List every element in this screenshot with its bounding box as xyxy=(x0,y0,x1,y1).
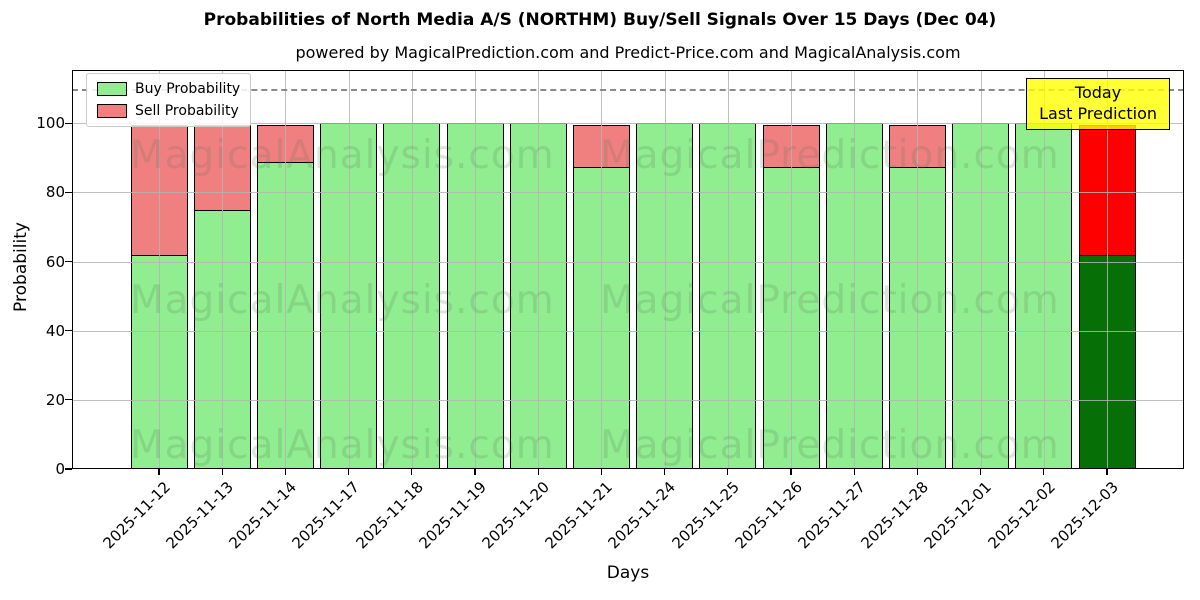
legend-entry-buy: Buy Probability xyxy=(97,81,240,97)
x-tick-mark xyxy=(916,469,919,475)
chart-title: Probabilities of North Media A/S (NORTHM… xyxy=(203,10,997,30)
watermark-layer: MagicalAnalysis.com MagicalPrediction.com… xyxy=(72,70,1184,469)
vertical-gridline xyxy=(727,70,729,469)
vertical-gridline xyxy=(980,70,982,469)
x-tick-mark xyxy=(663,469,666,475)
threshold-dashed-line xyxy=(72,88,1184,91)
x-tick-label: 2025-11-19 xyxy=(415,478,490,553)
vertical-gridline xyxy=(854,70,856,469)
horizontal-gridline xyxy=(72,399,1184,401)
vertical-gridline xyxy=(1107,70,1108,469)
x-tick-mark xyxy=(158,469,160,475)
y-tick-label: 20 xyxy=(45,390,65,409)
x-tick-mark xyxy=(474,469,476,475)
y-tick-mark xyxy=(65,260,72,263)
x-tick-label: 2025-11-26 xyxy=(731,478,806,553)
buy-color-swatch xyxy=(97,82,127,96)
vertical-gridline xyxy=(285,70,287,469)
x-tick-label: 2025-11-14 xyxy=(225,478,301,553)
x-tick-label: 2025-12-02 xyxy=(984,478,1059,553)
y-tick-label: 0 xyxy=(55,460,65,478)
x-tick-mark xyxy=(411,469,413,475)
y-tick-mark xyxy=(65,399,72,401)
x-tick-mark xyxy=(284,469,287,475)
legend-sell-label: Sell Probability xyxy=(135,103,239,119)
x-tick-mark xyxy=(347,469,350,475)
watermark-text: MagicalAnalysis.com xyxy=(130,278,555,323)
x-tick-label: 2025-11-25 xyxy=(668,478,743,553)
vertical-gridline xyxy=(348,70,350,469)
x-tick-label: 2025-11-21 xyxy=(541,478,617,553)
x-tick-mark xyxy=(537,469,539,475)
x-tick-label: 2025-11-27 xyxy=(794,478,869,553)
y-tick-label: 100 xyxy=(36,114,65,133)
y-tick-mark xyxy=(65,330,72,332)
x-tick-label: 2025-11-24 xyxy=(604,478,680,553)
vertical-gridline xyxy=(159,70,160,469)
x-tick-label: 2025-11-18 xyxy=(352,478,427,553)
x-tick-mark xyxy=(1106,469,1108,475)
gridlines-layer xyxy=(72,70,1184,469)
vertical-gridline xyxy=(411,70,413,469)
x-tick-mark xyxy=(790,469,792,475)
x-tick-label: 2025-11-17 xyxy=(288,478,364,553)
today-annotation: Today Last Prediction xyxy=(1026,78,1170,130)
watermark-text: MagicalAnalysis.com xyxy=(130,133,555,178)
y-tick-mark xyxy=(65,191,72,194)
legend: Buy Probability Sell Probability xyxy=(86,73,252,127)
chart-subtitle: powered by MagicalPrediction.com and Pre… xyxy=(295,43,961,62)
horizontal-gridline xyxy=(72,192,1184,194)
x-tick-mark xyxy=(979,469,982,475)
x-tick-label: 2025-12-03 xyxy=(1047,478,1122,553)
vertical-gridline xyxy=(222,70,224,469)
x-tick-mark xyxy=(853,469,855,475)
legend-buy-label: Buy Probability xyxy=(135,81,241,97)
y-tick-label: 80 xyxy=(45,183,65,202)
vertical-gridline xyxy=(1043,70,1045,469)
y-tick-label: 40 xyxy=(45,321,65,340)
vertical-gridline xyxy=(538,70,540,469)
vertical-gridline xyxy=(664,70,666,469)
vertical-gridline xyxy=(917,70,919,469)
plot-area: MagicalAnalysis.com MagicalPrediction.com… xyxy=(72,70,1184,469)
x-tick-label: 2025-11-28 xyxy=(857,478,933,553)
x-tick-mark xyxy=(727,469,729,475)
watermark-text: MagicalPrediction.com xyxy=(600,133,1060,178)
today-annotation-line2: Last Prediction xyxy=(1039,103,1157,123)
y-tick-label: 60 xyxy=(45,252,65,271)
horizontal-gridline xyxy=(72,123,1184,125)
y-axis-label: Probability xyxy=(11,222,31,312)
y-tick-mark xyxy=(65,122,72,124)
x-tick-mark xyxy=(600,469,603,475)
y-tick-mark xyxy=(65,468,72,470)
legend-entry-sell: Sell Probability xyxy=(97,103,240,119)
sell-color-swatch xyxy=(97,104,127,118)
x-tick-label: 2025-11-12 xyxy=(99,478,174,553)
x-axis-label: Days xyxy=(606,563,650,583)
vertical-gridline xyxy=(475,70,476,469)
x-tick-mark xyxy=(221,469,223,475)
vertical-gridline xyxy=(601,70,603,469)
horizontal-gridline xyxy=(72,261,1184,263)
x-tick-label: 2025-12-01 xyxy=(920,478,996,553)
horizontal-gridline xyxy=(72,330,1184,332)
x-tick-label: 2025-11-13 xyxy=(162,478,237,553)
watermark-text: MagicalAnalysis.com xyxy=(130,423,555,468)
x-tick-label: 2025-11-20 xyxy=(478,478,553,553)
watermark-text: MagicalPrediction.com xyxy=(600,423,1060,468)
today-annotation-line1: Today xyxy=(1074,83,1122,102)
x-tick-mark xyxy=(1043,469,1045,475)
vertical-gridline xyxy=(791,70,792,469)
watermark-text: MagicalPrediction.com xyxy=(600,278,1060,323)
